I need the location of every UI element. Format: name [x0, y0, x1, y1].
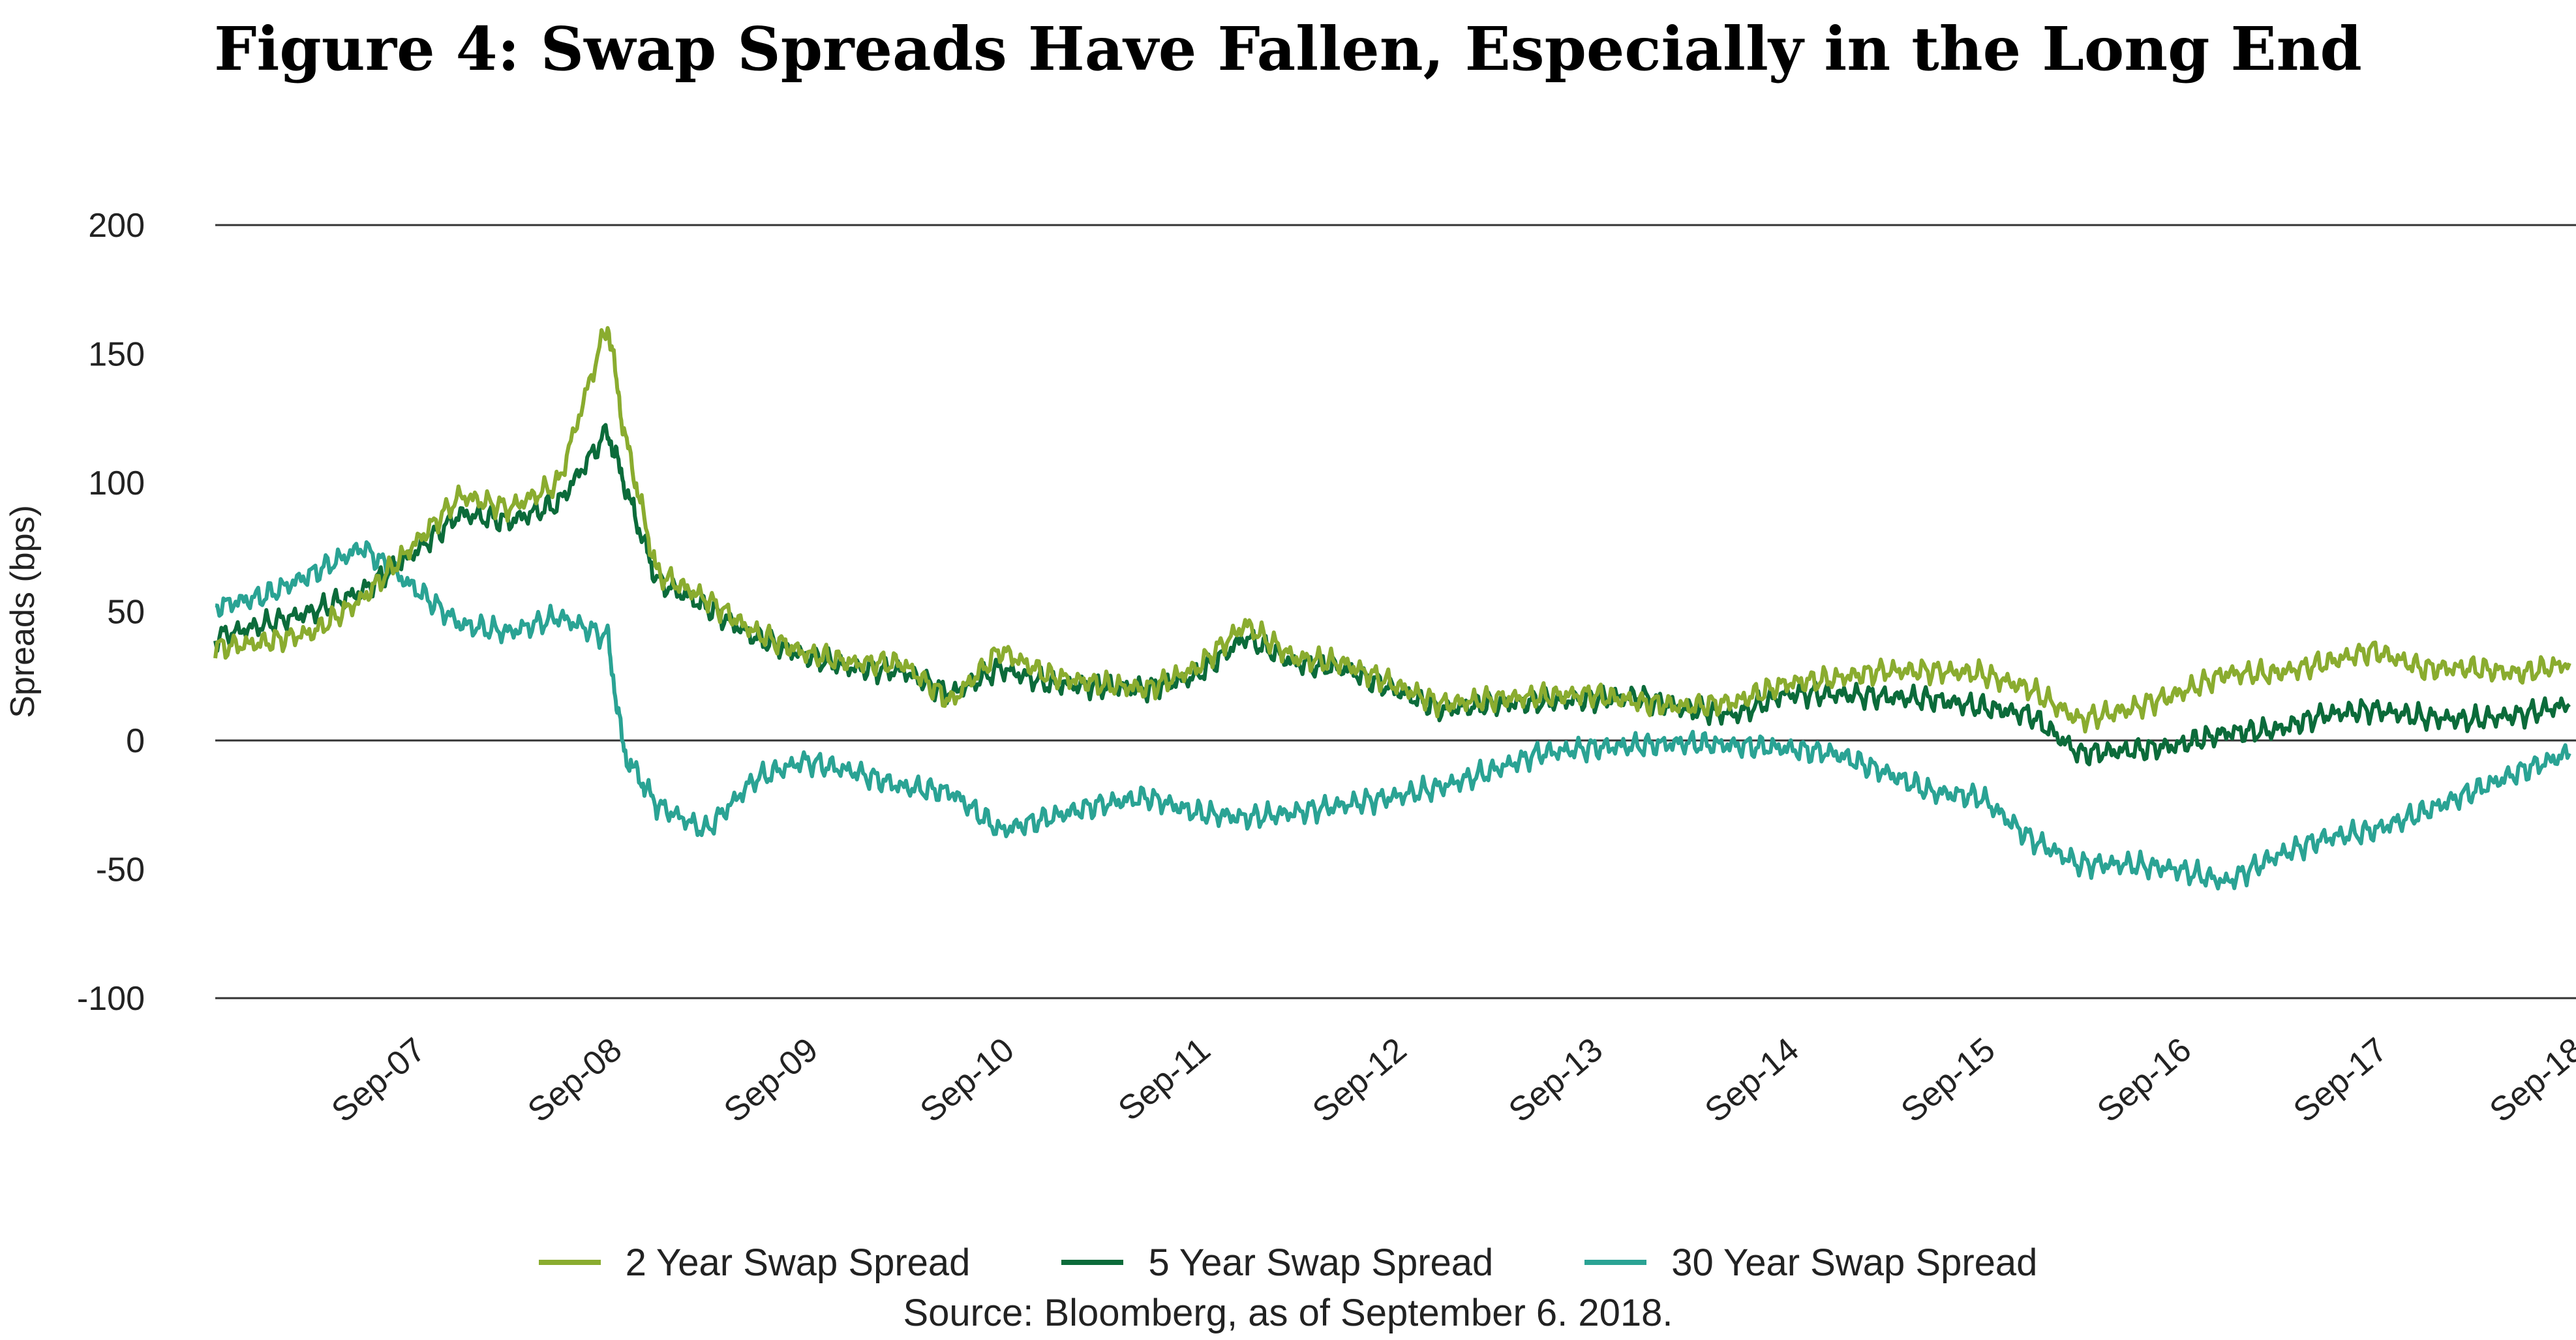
x-tick-label: Sep-09: [717, 1031, 825, 1130]
y-tick-label: 0: [126, 722, 145, 760]
legend-label-30y: 30 Year Swap Spread: [1671, 1241, 2038, 1284]
y-tick-label: 200: [88, 207, 145, 245]
y-tick-label: 100: [88, 464, 145, 502]
legend-item-30y: 30 Year Swap Spread: [1584, 1241, 2037, 1285]
x-tick-label: Sep-07: [325, 1031, 433, 1130]
x-tick-label: Sep-14: [1698, 1031, 1806, 1130]
y-tick-label: -100: [77, 980, 145, 1018]
x-tick-label: Sep-15: [1894, 1031, 2003, 1130]
chart-title: Figure 4: Swap Spreads Have Fallen, Espe…: [214, 14, 2362, 84]
x-tick-label: Sep-12: [1305, 1031, 1414, 1130]
series-line-5y: [213, 423, 2571, 767]
source-note: Source: Bloomberg, as of September 6. 20…: [903, 1292, 1673, 1334]
x-tick-label: Sep-13: [1502, 1031, 1610, 1130]
legend: 2 Year Swap Spread 5 Year Swap Spread 30…: [0, 1236, 2576, 1288]
series-line-30y: [215, 540, 2571, 891]
swap-spread-chart: 200 150 100 50 0 -50 -100 Sep-07 Sep-08 Sep-09 Se…: [4, 207, 2576, 1130]
y-tick-label: -50: [96, 851, 145, 889]
legend-item-5y: 5 Year Swap Spread: [1061, 1241, 1493, 1285]
x-tick-label: Sep-16: [2090, 1031, 2198, 1130]
x-tick-label: Sep-18: [2483, 1031, 2576, 1130]
legend-swatch-5y: [1061, 1260, 1124, 1265]
legend-label-2y: 2 Year Swap Spread: [625, 1241, 971, 1284]
x-tick-label: Sep-17: [2286, 1031, 2395, 1130]
y-tick-label: 150: [88, 336, 145, 374]
legend-swatch-30y: [1584, 1260, 1647, 1265]
legend-item-2y: 2 Year Swap Spread: [538, 1241, 971, 1285]
series-line-2y: [213, 326, 2571, 734]
legend-swatch-2y: [538, 1260, 601, 1265]
y-tick-label: 50: [107, 594, 145, 632]
x-tick-label: Sep-10: [913, 1031, 1022, 1130]
x-tick-label: Sep-08: [521, 1031, 629, 1130]
y-axis-label: Spreads (bps): [4, 505, 42, 718]
x-tick-label: Sep-11: [1112, 1031, 1218, 1129]
legend-label-5y: 5 Year Swap Spread: [1148, 1241, 1494, 1284]
